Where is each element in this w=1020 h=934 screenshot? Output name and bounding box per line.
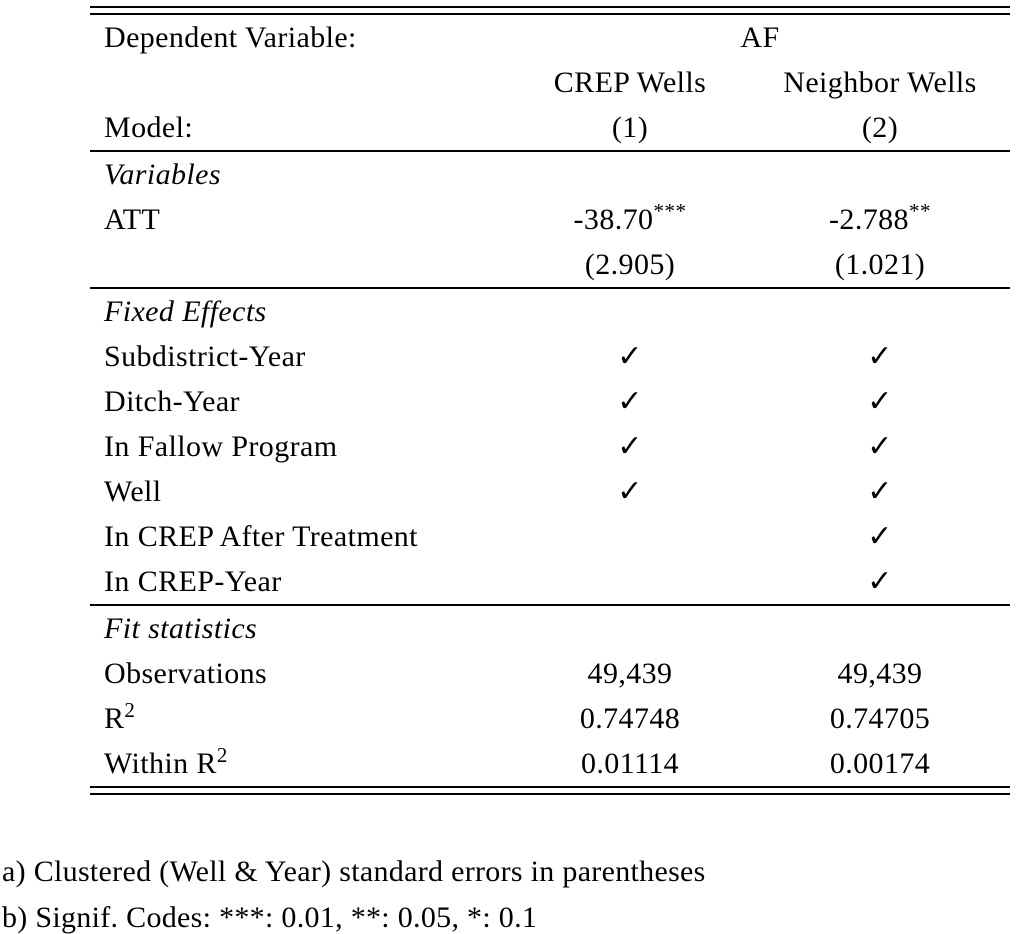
fe-label: Well	[104, 474, 162, 508]
fixed-effects-rule	[90, 604, 1010, 606]
att-col2-significance-stars: **	[908, 198, 931, 223]
column-headers-row: CREP Wells Neighbor Wells	[90, 60, 1010, 105]
observations-col2: 49,439	[837, 656, 923, 690]
stat-label-text: Within R	[104, 746, 217, 780]
variables-rule	[90, 287, 1010, 289]
check-icon: ✓	[617, 340, 643, 373]
dependent-variable-value: AF	[740, 20, 780, 54]
att-col1-standard-error: (2.905)	[584, 247, 676, 281]
fe-label: In Fallow Program	[104, 429, 338, 463]
fe-row-in-crep-year: In CREP-Year ✓	[90, 559, 1010, 604]
table-notes: a) Clustered (Well & Year) standard erro…	[2, 849, 706, 934]
r-squared-col1: 0.74748	[579, 701, 681, 735]
att-col1-value: -38.70	[573, 202, 654, 236]
variables-section-row: Variables	[90, 152, 1010, 197]
within-r-squared-col2: 0.00174	[829, 746, 931, 780]
att-col1-coefficient: -38.70***	[510, 199, 750, 237]
att-coefficient-row: ATT -38.70*** -2.788**	[90, 197, 1010, 242]
att-col2-coefficient: -2.788**	[750, 199, 1010, 237]
dependent-variable-label: Dependent Variable:	[104, 20, 357, 54]
model-row: Model: (1) (2)	[90, 105, 1010, 150]
within-r-squared-label: Within R2	[90, 743, 510, 781]
within-r-squared-col1: 0.01114	[580, 746, 680, 780]
stat-label-sup: 2	[216, 742, 228, 767]
variables-section-label: Variables	[104, 157, 221, 191]
fit-statistics-section-row: Fit statistics	[90, 606, 1010, 651]
fit-statistics-section-label: Fit statistics	[104, 611, 258, 645]
fixed-effects-section-label: Fixed Effects	[104, 294, 267, 328]
fe-row-ditch-year: Ditch-Year ✓ ✓	[90, 379, 1010, 424]
fe-row-in-crep-after-treatment: In CREP After Treatment ✓	[90, 514, 1010, 559]
fe-row-in-fallow-program: In Fallow Program ✓ ✓	[90, 424, 1010, 469]
check-icon: ✓	[867, 475, 893, 508]
col-header-crep-wells: CREP Wells	[553, 65, 707, 99]
stat-label-text: Observations	[104, 656, 268, 690]
check-icon: ✓	[867, 385, 893, 418]
top-double-rule	[90, 6, 1010, 15]
att-standard-errors-row: (2.905) (1.021)	[90, 242, 1010, 287]
note-significance-codes: b) Signif. Codes: ***: 0.01, **: 0.05, *…	[2, 901, 538, 934]
check-icon: ✓	[867, 430, 893, 463]
fe-label: In CREP After Treatment	[104, 519, 418, 553]
col-header-neighbor-wells: Neighbor Wells	[783, 65, 977, 99]
check-icon: ✓	[617, 475, 643, 508]
model-2-header: (2)	[861, 110, 899, 144]
att-label: ATT	[104, 202, 161, 236]
observations-label: Observations	[90, 657, 510, 691]
att-col2-standard-error: (1.021)	[834, 247, 926, 281]
fe-label: In CREP-Year	[104, 564, 282, 598]
fe-row-subdistrict-year: Subdistrict-Year ✓ ✓	[90, 334, 1010, 379]
check-icon: ✓	[867, 340, 893, 373]
r-squared-col2: 0.74705	[829, 701, 931, 735]
dependent-variable-row: Dependent Variable: AF	[90, 15, 1010, 60]
regression-table: Dependent Variable: AF CREP Wells Neighb…	[90, 6, 1010, 795]
r-squared-label: R2	[90, 698, 510, 736]
check-icon: ✓	[617, 430, 643, 463]
stat-label-sup: 2	[124, 697, 136, 722]
observations-row: Observations 49,439 49,439	[90, 651, 1010, 696]
stat-label-text: R	[104, 701, 125, 735]
within-r-squared-row: Within R2 0.01114 0.00174	[90, 741, 1010, 786]
model-label: Model:	[104, 110, 194, 144]
check-icon: ✓	[867, 565, 893, 598]
fe-label: Ditch-Year	[104, 384, 240, 418]
model-1-header: (1)	[611, 110, 649, 144]
observations-col1: 49,439	[587, 656, 673, 690]
bottom-double-rule	[90, 786, 1010, 795]
fe-row-well: Well ✓ ✓	[90, 469, 1010, 514]
check-icon: ✓	[867, 520, 893, 553]
header-rule	[90, 150, 1010, 152]
fe-label: Subdistrict-Year	[104, 339, 306, 373]
r-squared-row: R2 0.74748 0.74705	[90, 696, 1010, 741]
note-clustered-se: a) Clustered (Well & Year) standard erro…	[2, 855, 706, 888]
check-icon: ✓	[617, 385, 643, 418]
att-col1-significance-stars: ***	[653, 198, 687, 223]
fixed-effects-section-row: Fixed Effects	[90, 289, 1010, 334]
att-col2-value: -2.788	[829, 202, 909, 236]
